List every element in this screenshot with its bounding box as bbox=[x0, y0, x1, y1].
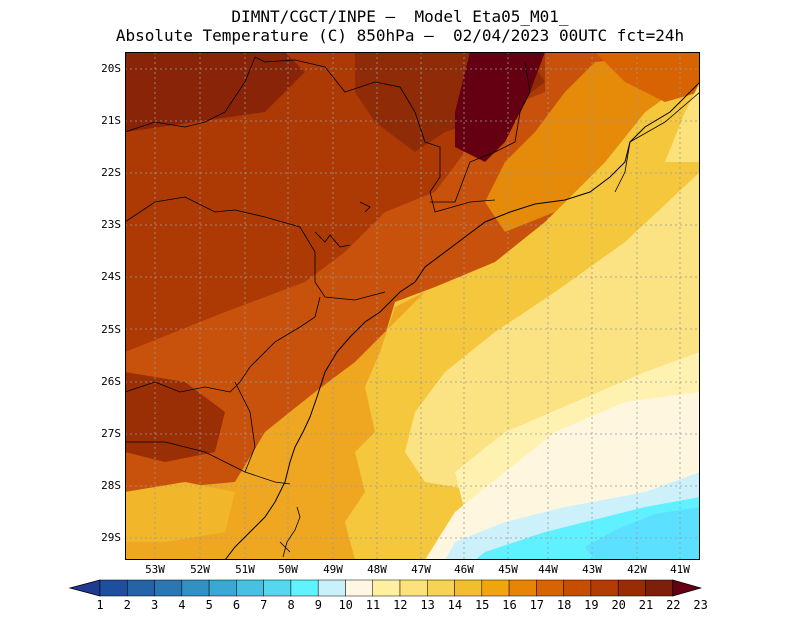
state-borders bbox=[125, 56, 700, 485]
colorbar-segment bbox=[208, 579, 237, 597]
colorbar-label: 17 bbox=[529, 598, 545, 612]
lat-label: 29S bbox=[101, 531, 121, 544]
colorbar-label: 23 bbox=[693, 598, 708, 612]
lat-label: 27S bbox=[101, 427, 121, 440]
colorbar-segment bbox=[290, 579, 319, 597]
colorbar-segment bbox=[427, 579, 455, 597]
colorbar-label: 22 bbox=[666, 598, 681, 612]
colorbar-label: 13 bbox=[420, 598, 435, 612]
field-upper-right bbox=[595, 52, 700, 102]
lon-label: 42W bbox=[627, 563, 647, 576]
lon-label: 53W bbox=[145, 563, 165, 576]
colorbar-segment bbox=[345, 579, 373, 597]
lon-label: 49W bbox=[323, 563, 343, 576]
colorbar-segment bbox=[536, 579, 564, 597]
graticule bbox=[125, 52, 700, 560]
colorbar-segment bbox=[263, 579, 292, 597]
lon-label: 46W bbox=[454, 563, 474, 576]
field-sw-gold bbox=[125, 482, 235, 542]
lat-label: 25S bbox=[101, 323, 121, 336]
lat-label: 28S bbox=[101, 479, 121, 492]
colorbar-label: 14 bbox=[447, 598, 463, 612]
field-orange-coast bbox=[485, 52, 700, 232]
field-sky bbox=[585, 507, 700, 560]
colorbar-label: 10 bbox=[338, 598, 353, 612]
lat-label: 20S bbox=[101, 62, 121, 75]
lake-shore bbox=[279, 506, 301, 558]
coastline bbox=[224, 81, 700, 560]
colorbar-segment bbox=[590, 579, 619, 597]
map-title-line1: DIMNT/CGCT/INPE – Model Eta05_M01_ bbox=[231, 7, 569, 26]
colorbar-segment bbox=[236, 579, 264, 597]
colorbar-label: 5 bbox=[205, 598, 213, 612]
map-frame bbox=[125, 52, 700, 560]
field-ne-yellow bbox=[665, 82, 700, 162]
colorbar-segment bbox=[99, 579, 128, 597]
colorbar-segment bbox=[454, 579, 483, 597]
lon-label: 44W bbox=[538, 563, 558, 576]
colorbar-label: 19 bbox=[584, 598, 599, 612]
map-title-line2: Absolute Temperature (C) 850hPa – 02/04/… bbox=[115, 26, 685, 45]
temperature-map bbox=[125, 52, 700, 560]
colorbar-label: 3 bbox=[150, 598, 159, 612]
lon-label: 41W bbox=[670, 563, 690, 576]
colorbar-label: 8 bbox=[287, 598, 295, 612]
colorbar-segment bbox=[563, 579, 592, 597]
colorbar-segment bbox=[481, 579, 510, 597]
colorbar-label: 21 bbox=[638, 598, 654, 612]
colorbar-label: 9 bbox=[314, 598, 323, 612]
lon-label: 48W bbox=[367, 563, 387, 576]
colorbar-label: 2 bbox=[123, 598, 131, 612]
colorbar-label: 12 bbox=[393, 598, 408, 612]
colorbar-segment bbox=[372, 579, 401, 597]
colorbar-label: 16 bbox=[502, 598, 517, 612]
lat-label: 21S bbox=[101, 114, 121, 127]
field-maroon-core bbox=[455, 52, 545, 162]
colorbar-label: 1 bbox=[96, 598, 104, 612]
colorbar-label: 6 bbox=[232, 598, 241, 612]
colorbar-segment bbox=[127, 579, 155, 597]
lon-label: 43W bbox=[582, 563, 602, 576]
lon-label: 51W bbox=[235, 563, 255, 576]
colorbar-arrow-high bbox=[672, 579, 703, 597]
colorbar-label: 20 bbox=[611, 598, 626, 612]
colorbar-label: 15 bbox=[474, 598, 490, 612]
lon-label: 50W bbox=[278, 563, 298, 576]
lat-label: 23S bbox=[101, 218, 121, 231]
colorbar-segment bbox=[508, 579, 537, 597]
colorbar-segment bbox=[317, 579, 346, 597]
lon-label: 52W bbox=[190, 563, 210, 576]
colorbar-segment bbox=[154, 579, 183, 597]
colorbar bbox=[68, 579, 703, 597]
colorbar-label: 4 bbox=[178, 598, 186, 612]
colorbar-segment bbox=[617, 579, 646, 597]
lat-label: 22S bbox=[101, 166, 121, 179]
lon-label: 47W bbox=[411, 563, 431, 576]
colorbar-label: 7 bbox=[260, 598, 268, 612]
colorbar-segment bbox=[181, 579, 210, 597]
lat-label: 24S bbox=[101, 270, 121, 283]
colorbar-segment bbox=[645, 579, 673, 597]
reservoir bbox=[314, 201, 371, 248]
lon-label: 45W bbox=[498, 563, 518, 576]
colorbar-arrow-low bbox=[68, 579, 101, 597]
colorbar-label: 18 bbox=[556, 598, 572, 612]
colorbar-segment bbox=[399, 579, 428, 597]
field-dark-brown bbox=[125, 52, 305, 132]
field-sw-brown bbox=[125, 372, 225, 462]
lat-label: 26S bbox=[101, 375, 121, 388]
colorbar-label: 11 bbox=[365, 598, 381, 612]
